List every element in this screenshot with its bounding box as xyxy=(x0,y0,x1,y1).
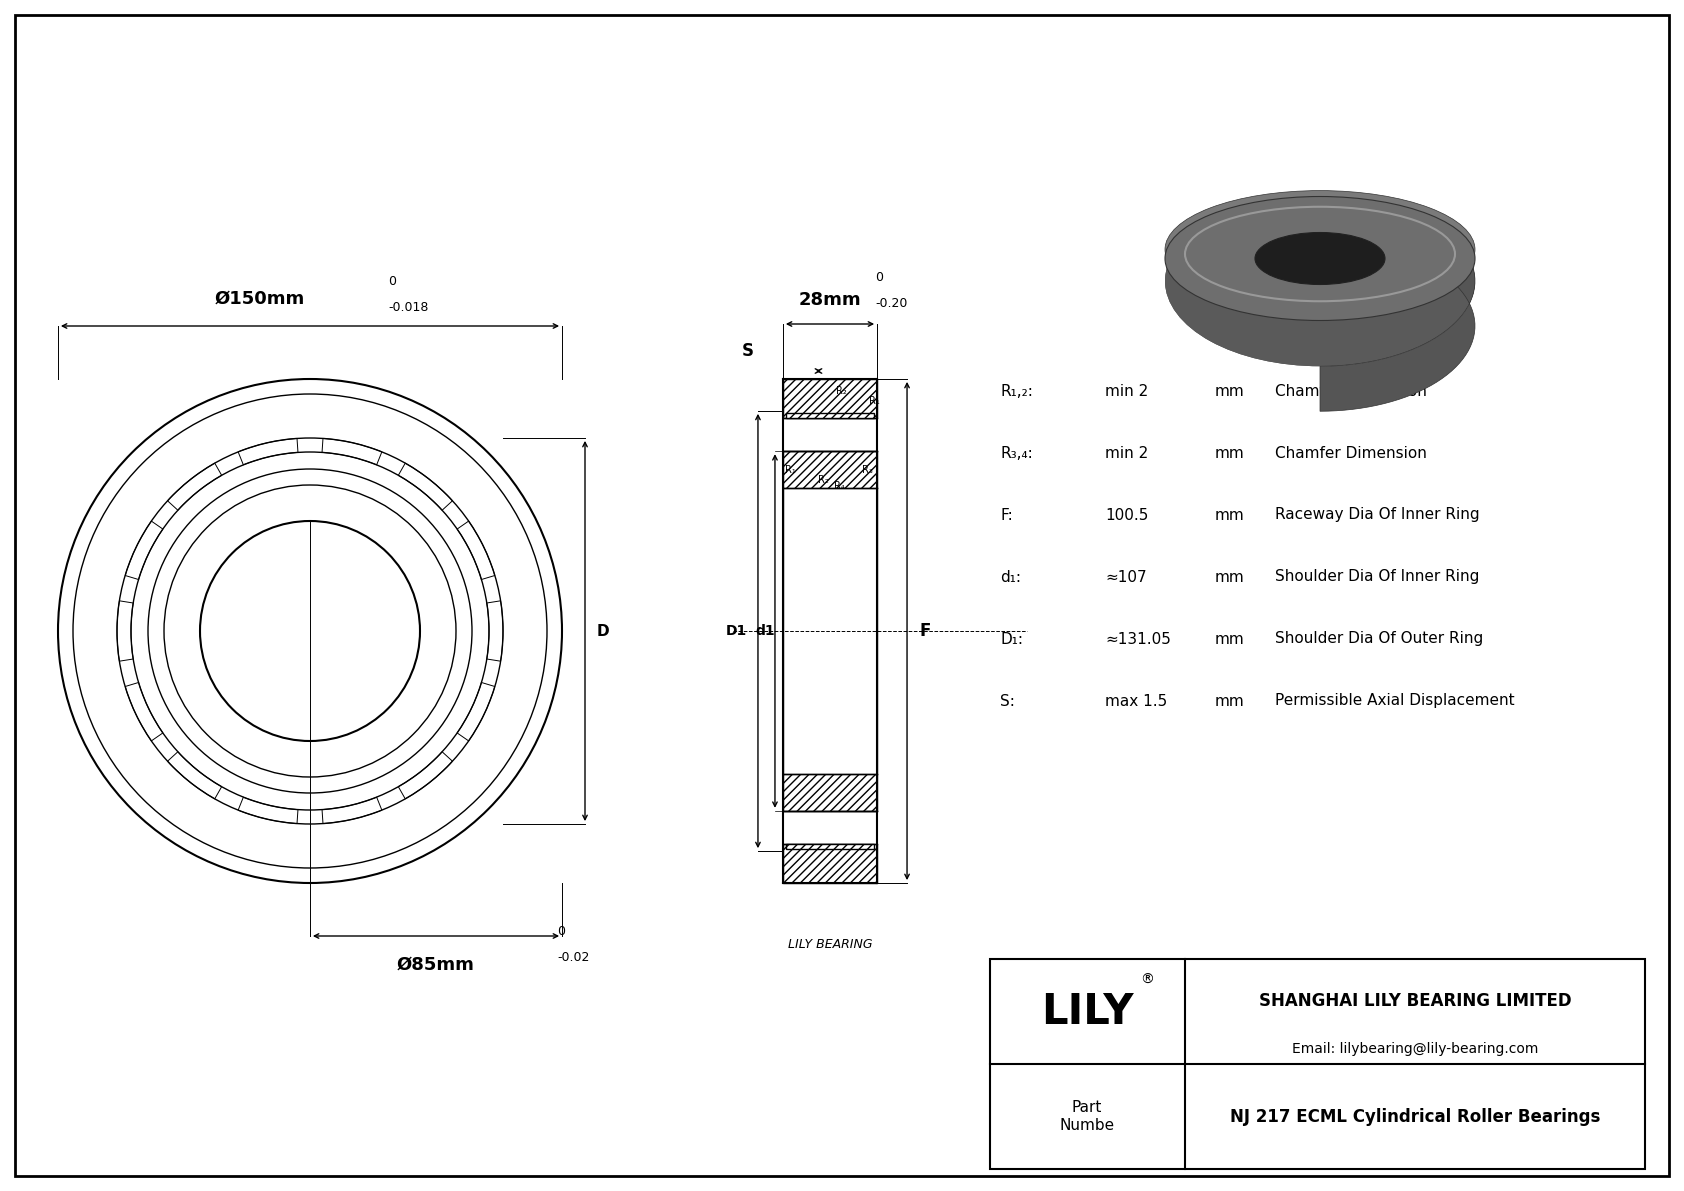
Text: mm: mm xyxy=(1214,693,1244,709)
Text: ®: ® xyxy=(1140,973,1154,986)
Text: mm: mm xyxy=(1214,507,1244,523)
Ellipse shape xyxy=(1165,197,1475,320)
Text: -0.02: -0.02 xyxy=(557,950,589,964)
Ellipse shape xyxy=(1165,195,1475,367)
Text: S: S xyxy=(743,342,754,360)
Text: SHANGHAI LILY BEARING LIMITED: SHANGHAI LILY BEARING LIMITED xyxy=(1258,992,1571,1010)
Text: Part
Numbe: Part Numbe xyxy=(1059,1100,1115,1133)
Text: 100.5: 100.5 xyxy=(1105,507,1148,523)
Text: min 2: min 2 xyxy=(1105,445,1148,461)
Text: Ø85mm: Ø85mm xyxy=(397,956,475,974)
Text: 0: 0 xyxy=(876,272,882,283)
Text: mm: mm xyxy=(1214,631,1244,647)
Text: R₃,₄:: R₃,₄: xyxy=(1000,445,1032,461)
Text: R₄: R₄ xyxy=(834,481,845,491)
Ellipse shape xyxy=(1165,195,1475,367)
Text: R₂: R₂ xyxy=(818,475,829,485)
Text: 0: 0 xyxy=(557,925,566,939)
Text: LILY BEARING: LILY BEARING xyxy=(788,939,872,950)
Text: mm: mm xyxy=(1214,445,1244,461)
Text: ≈131.05: ≈131.05 xyxy=(1105,631,1170,647)
Text: -0.20: -0.20 xyxy=(876,297,908,310)
Text: Chamfer Dimension: Chamfer Dimension xyxy=(1275,445,1426,461)
Text: mm: mm xyxy=(1214,569,1244,585)
Text: min 2: min 2 xyxy=(1105,384,1148,399)
Text: D1: D1 xyxy=(726,624,746,638)
Bar xyxy=(990,959,1645,1170)
Text: Email: lilybearing@lily-bearing.com: Email: lilybearing@lily-bearing.com xyxy=(1292,1042,1537,1056)
Text: S:: S: xyxy=(1000,693,1015,709)
Text: Raceway Dia Of Inner Ring: Raceway Dia Of Inner Ring xyxy=(1275,507,1480,523)
Text: R₂: R₂ xyxy=(835,386,847,395)
Ellipse shape xyxy=(1165,191,1475,308)
Text: mm: mm xyxy=(1214,384,1244,399)
Text: max 1.5: max 1.5 xyxy=(1105,693,1167,709)
Text: 0: 0 xyxy=(387,275,396,288)
Text: R₁: R₁ xyxy=(785,466,797,475)
Text: Chamfer Dimension: Chamfer Dimension xyxy=(1275,384,1426,399)
Text: Ø150mm: Ø150mm xyxy=(216,289,305,308)
Text: Shoulder Dia Of Inner Ring: Shoulder Dia Of Inner Ring xyxy=(1275,569,1479,585)
Text: ≈107: ≈107 xyxy=(1105,569,1147,585)
Text: R₁: R₁ xyxy=(869,395,879,406)
Polygon shape xyxy=(786,844,874,849)
Text: F:: F: xyxy=(1000,507,1012,523)
Text: 28mm: 28mm xyxy=(798,291,861,308)
Text: d1: d1 xyxy=(754,624,775,638)
Ellipse shape xyxy=(1255,225,1384,274)
Text: R₁,₂:: R₁,₂: xyxy=(1000,384,1032,399)
Text: Permissible Axial Displacement: Permissible Axial Displacement xyxy=(1275,693,1514,709)
Text: NJ 217 ECML Cylindrical Roller Bearings: NJ 217 ECML Cylindrical Roller Bearings xyxy=(1229,1108,1600,1125)
Polygon shape xyxy=(786,412,874,418)
Text: Shoulder Dia Of Outer Ring: Shoulder Dia Of Outer Ring xyxy=(1275,631,1484,647)
Text: LILY: LILY xyxy=(1041,991,1133,1033)
Text: D₁:: D₁: xyxy=(1000,631,1022,647)
Polygon shape xyxy=(1320,195,1475,411)
Ellipse shape xyxy=(1255,232,1384,285)
Text: F: F xyxy=(919,622,931,640)
Text: D: D xyxy=(598,624,610,638)
Text: R₃: R₃ xyxy=(862,466,872,475)
Text: -0.018: -0.018 xyxy=(387,301,428,314)
Text: d₁:: d₁: xyxy=(1000,569,1021,585)
